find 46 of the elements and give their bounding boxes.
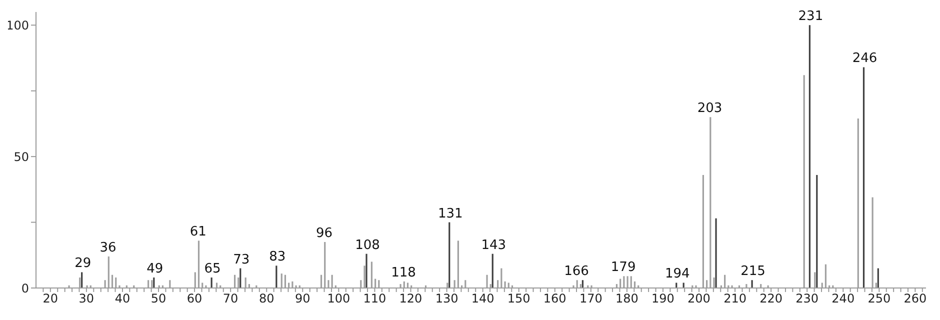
x-tick-label: 100	[327, 292, 350, 306]
x-tick-label: 230	[796, 292, 819, 306]
x-tick-label: 20	[42, 292, 58, 306]
annotation: 246	[852, 51, 878, 66]
y-tick-label: 50	[14, 150, 29, 164]
annotation: 65	[204, 261, 221, 276]
x-tick-label: 50	[150, 292, 166, 306]
annotation: 143	[481, 238, 506, 253]
x-tick-label: 120	[399, 292, 422, 306]
x-tick-label: 90	[295, 292, 310, 306]
annotation: 61	[190, 224, 206, 240]
x-tick-label: 80	[258, 292, 274, 306]
annotation: 203	[697, 101, 722, 116]
annotation: 83	[269, 250, 286, 265]
x-tick-label: 250	[868, 292, 891, 306]
x-tick-label: 60	[186, 292, 202, 306]
x-tick-label: 210	[724, 292, 746, 306]
x-tick-label: 150	[507, 292, 530, 306]
annotation: 131	[438, 206, 463, 222]
annotation: 166	[564, 264, 589, 280]
x-tick-label: 110	[363, 292, 386, 306]
x-tick-label: 190	[652, 292, 674, 306]
x-tick-label: 180	[615, 292, 638, 306]
x-tick-label: 220	[760, 292, 783, 306]
annotation: 73	[233, 252, 250, 268]
x-tick-label: 30	[78, 292, 94, 306]
x-tick-label: 160	[543, 292, 566, 306]
x-tick-label: 240	[832, 292, 855, 306]
annotation: 231	[798, 9, 824, 24]
x-tick-label: 260	[904, 292, 927, 306]
y-tick-label: 0	[21, 281, 29, 296]
annotation: 118	[391, 265, 416, 280]
annotation: 36	[100, 240, 116, 256]
x-tick-label: 70	[222, 292, 238, 306]
x-tick-label: 200	[688, 292, 710, 306]
x-tick-label: 40	[114, 292, 130, 306]
annotation: 49	[146, 261, 164, 276]
x-tick-label: 130	[435, 292, 458, 306]
annotation: 194	[664, 266, 690, 282]
annotation: 96	[316, 226, 333, 241]
annotation: 215	[740, 264, 766, 280]
annotation: 179	[610, 260, 636, 276]
annotation: 108	[355, 238, 380, 253]
x-tick-label: 140	[471, 292, 494, 306]
x-tick-label: 170	[579, 292, 602, 306]
annotation: 29	[74, 256, 92, 272]
